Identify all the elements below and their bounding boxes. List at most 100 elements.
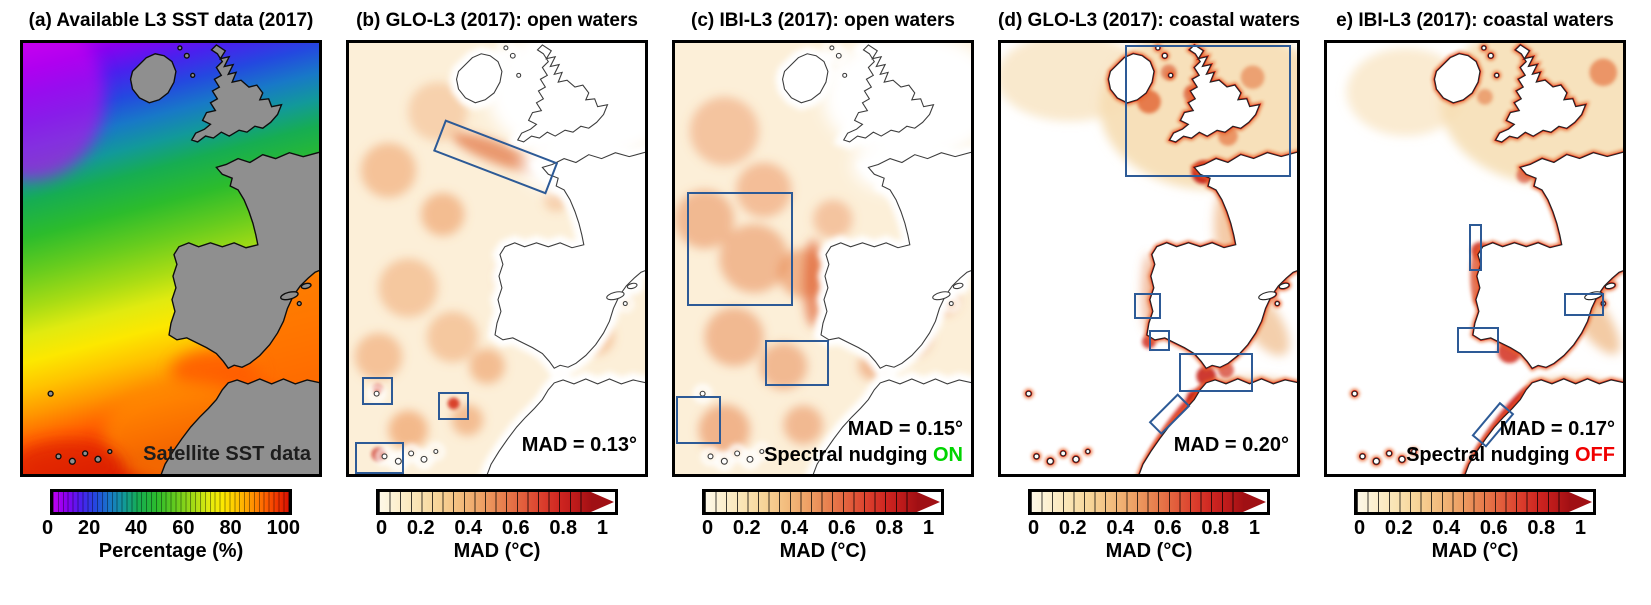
colorbar-bar xyxy=(1354,489,1596,515)
coastline-map xyxy=(675,43,971,474)
colorbar-tick: 60 xyxy=(172,517,195,539)
colorbar-tick: 0.2 xyxy=(1058,517,1087,539)
map-ibi-open: MAD = 0.15° Spectral nudging ON xyxy=(672,40,974,477)
colorbar-tick: 0 xyxy=(702,517,714,539)
colorbar-arrow xyxy=(1569,492,1593,512)
colorbar-tick: 0.8 xyxy=(1527,517,1556,539)
panel-title: (c) IBI-L3 (2017): open waters xyxy=(691,10,955,31)
colorbar-ticks: 0 0.2 0.4 0.6 0.8 1 xyxy=(702,517,934,540)
colorbar-ticks: 0 0.2 0.4 0.6 0.8 1 xyxy=(376,517,608,540)
figure: (a) Available L3 SST data (2017) Satelli… xyxy=(20,4,1626,563)
colorbar-tick: 0.2 xyxy=(732,517,761,539)
colorbar-arrow xyxy=(917,492,941,512)
panel-a: (a) Available L3 SST data (2017) Satelli… xyxy=(20,4,322,563)
colorbar-bar xyxy=(50,489,292,515)
colorbar-tick: 1 xyxy=(1574,517,1586,539)
colorbar-tick: 0.6 xyxy=(1153,517,1182,539)
colorbar-tick: 0.8 xyxy=(549,517,578,539)
colorbar-tick: 0.8 xyxy=(875,517,904,539)
nudging-label: Spectral nudging OFF xyxy=(1406,444,1615,466)
colorbar-tick: 0.4 xyxy=(454,517,483,539)
highlight-box xyxy=(437,392,469,420)
colorbar-tick: 0.8 xyxy=(1201,517,1230,539)
highlight-box xyxy=(1469,224,1483,272)
colorbar-label: MAD (°C) xyxy=(779,540,867,562)
map-glo-open: MAD = 0.13° xyxy=(346,40,648,477)
colorbar-ticks: 0 0.2 0.4 0.6 0.8 1 xyxy=(1354,517,1586,540)
colorbar-tick: 0.2 xyxy=(406,517,435,539)
map-ibi-coastal: MAD = 0.17° Spectral nudging OFF xyxy=(1324,40,1626,477)
highlight-box xyxy=(1148,393,1191,436)
map-glo-coastal: MAD = 0.20° xyxy=(998,40,1300,477)
mad-value: MAD = 0.15° xyxy=(847,418,963,440)
panel-title: (a) Available L3 SST data (2017) xyxy=(28,10,314,31)
colorbar-tick: 20 xyxy=(78,517,101,539)
mad-value: MAD = 0.20° xyxy=(1173,434,1289,456)
map-stats: MAD = 0.17° Spectral nudging OFF xyxy=(1406,416,1615,468)
map-satellite-sst: Satellite SST data xyxy=(20,40,322,477)
highlight-box xyxy=(432,119,559,196)
colorbar-tick: 0.4 xyxy=(780,517,809,539)
colorbar-bar xyxy=(1028,489,1270,515)
colorbar-arrow xyxy=(591,492,615,512)
colorbar-tick: 0 xyxy=(42,517,54,539)
colorbar-tick: 0.6 xyxy=(501,517,530,539)
colorbar-arrow xyxy=(1243,492,1267,512)
colorbar-ticks: 0 20 40 60 80 100 xyxy=(42,517,300,540)
colorbar-tick: 0 xyxy=(1354,517,1366,539)
map-stats: MAD = 0.15° Spectral nudging ON xyxy=(764,416,963,468)
colorbar-tick: 0 xyxy=(376,517,388,539)
highlight-box xyxy=(1563,292,1604,317)
colorbar-tick: 1 xyxy=(596,517,608,539)
colorbar-mad: 0 0.2 0.4 0.6 0.8 1 MAD (°C) xyxy=(346,489,648,563)
colorbar-bar xyxy=(702,489,944,515)
highlight-box xyxy=(1178,353,1253,393)
colorbar-tick: 0.2 xyxy=(1384,517,1413,539)
colorbar-label: Percentage (%) xyxy=(98,540,244,562)
highlight-boxes-layer xyxy=(349,43,645,474)
nudging-state: ON xyxy=(933,444,963,466)
colorbar-label: MAD (°C) xyxy=(1105,540,1193,562)
highlight-boxes-layer xyxy=(1327,43,1623,474)
panel-b: (b) GLO-L3 (2017): open waters xyxy=(346,4,648,563)
colorbar-mad: 0 0.2 0.4 0.6 0.8 1 MAD (°C) xyxy=(1324,489,1626,563)
colorbar-tick: 80 xyxy=(219,517,242,539)
panel-title: (d) GLO-L3 (2017): coastal waters xyxy=(998,10,1300,31)
panel-e: e) IBI-L3 (2017): coastal waters xyxy=(1324,4,1626,563)
highlight-box xyxy=(1149,329,1170,352)
mad-value: MAD = 0.17° xyxy=(1499,418,1615,440)
highlight-box xyxy=(362,377,394,405)
mad-value: MAD = 0.13° xyxy=(521,434,637,456)
colorbar-mad: 0 0.2 0.4 0.6 0.8 1 MAD (°C) xyxy=(672,489,974,563)
coastline-map xyxy=(23,43,319,474)
colorbar-bar xyxy=(376,489,618,515)
highlight-box xyxy=(686,191,794,306)
colorbar-mad: 0 0.2 0.4 0.6 0.8 1 MAD (°C) xyxy=(998,489,1300,563)
panel-d: (d) GLO-L3 (2017): coastal waters xyxy=(998,4,1300,563)
panel-title: (b) GLO-L3 (2017): open waters xyxy=(356,10,638,31)
highlight-box xyxy=(676,396,721,444)
colorbar-tick: 0.4 xyxy=(1432,517,1461,539)
coastline-map xyxy=(1001,43,1297,474)
highlight-boxes-layer xyxy=(675,43,971,474)
colorbar-label: MAD (°C) xyxy=(1431,540,1519,562)
nudging-state: OFF xyxy=(1575,444,1615,466)
coastline-map xyxy=(349,43,645,474)
colorbar-percentage: 0 20 40 60 80 100 Percentage (%) xyxy=(20,489,322,563)
highlight-box xyxy=(1134,292,1161,319)
colorbar-ticks: 0 0.2 0.4 0.6 0.8 1 xyxy=(1028,517,1260,540)
highlight-boxes-layer xyxy=(1001,43,1297,474)
map-inner-label: Satellite SST data xyxy=(143,443,311,465)
highlight-box xyxy=(1457,327,1499,354)
colorbar-tick: 40 xyxy=(125,517,148,539)
highlight-box xyxy=(354,441,404,474)
panel-title: e) IBI-L3 (2017): coastal waters xyxy=(1336,10,1614,31)
colorbar-tick: 0.6 xyxy=(1479,517,1508,539)
panel-c: (c) IBI-L3 (2017): open waters xyxy=(672,4,974,563)
colorbar-tick: 1 xyxy=(1248,517,1260,539)
colorbar-tick: 0 xyxy=(1028,517,1040,539)
nudging-label: Spectral nudging ON xyxy=(764,444,963,466)
highlight-box xyxy=(765,340,829,386)
colorbar-tick: 1 xyxy=(922,517,934,539)
colorbar-tick: 100 xyxy=(266,517,300,539)
